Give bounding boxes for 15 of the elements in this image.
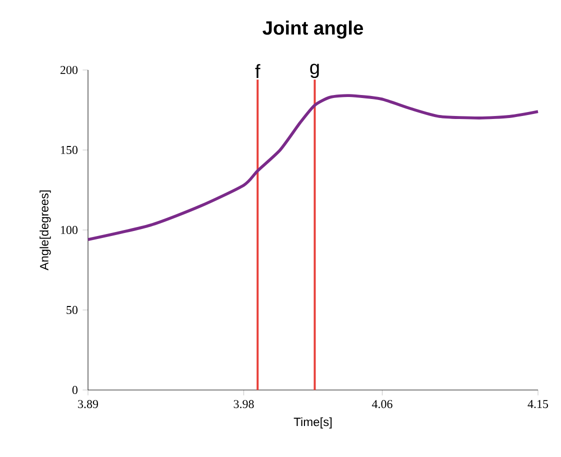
y-axis-title: Angle[degrees]	[40, 190, 51, 270]
ref-line-label: f	[255, 64, 260, 78]
chart-title: Joint angle	[262, 20, 364, 39]
ref-line-label: g	[310, 64, 319, 78]
y-tick-label: 200	[60, 66, 78, 74]
y-tick-label: 100	[61, 226, 78, 234]
x-tick-label: 4.06	[372, 400, 392, 408]
x-tick-label: 4.15	[528, 400, 548, 408]
x-tick-label: 3.89	[78, 400, 98, 408]
y-tick-label: 0	[72, 386, 78, 394]
y-tick-label: 150	[61, 146, 78, 154]
line-series	[86, 94, 540, 242]
x-tick-label: 3.98	[234, 400, 254, 408]
x-axis-title: Time[s]	[294, 417, 332, 429]
y-tick-label: 50	[66, 306, 78, 314]
